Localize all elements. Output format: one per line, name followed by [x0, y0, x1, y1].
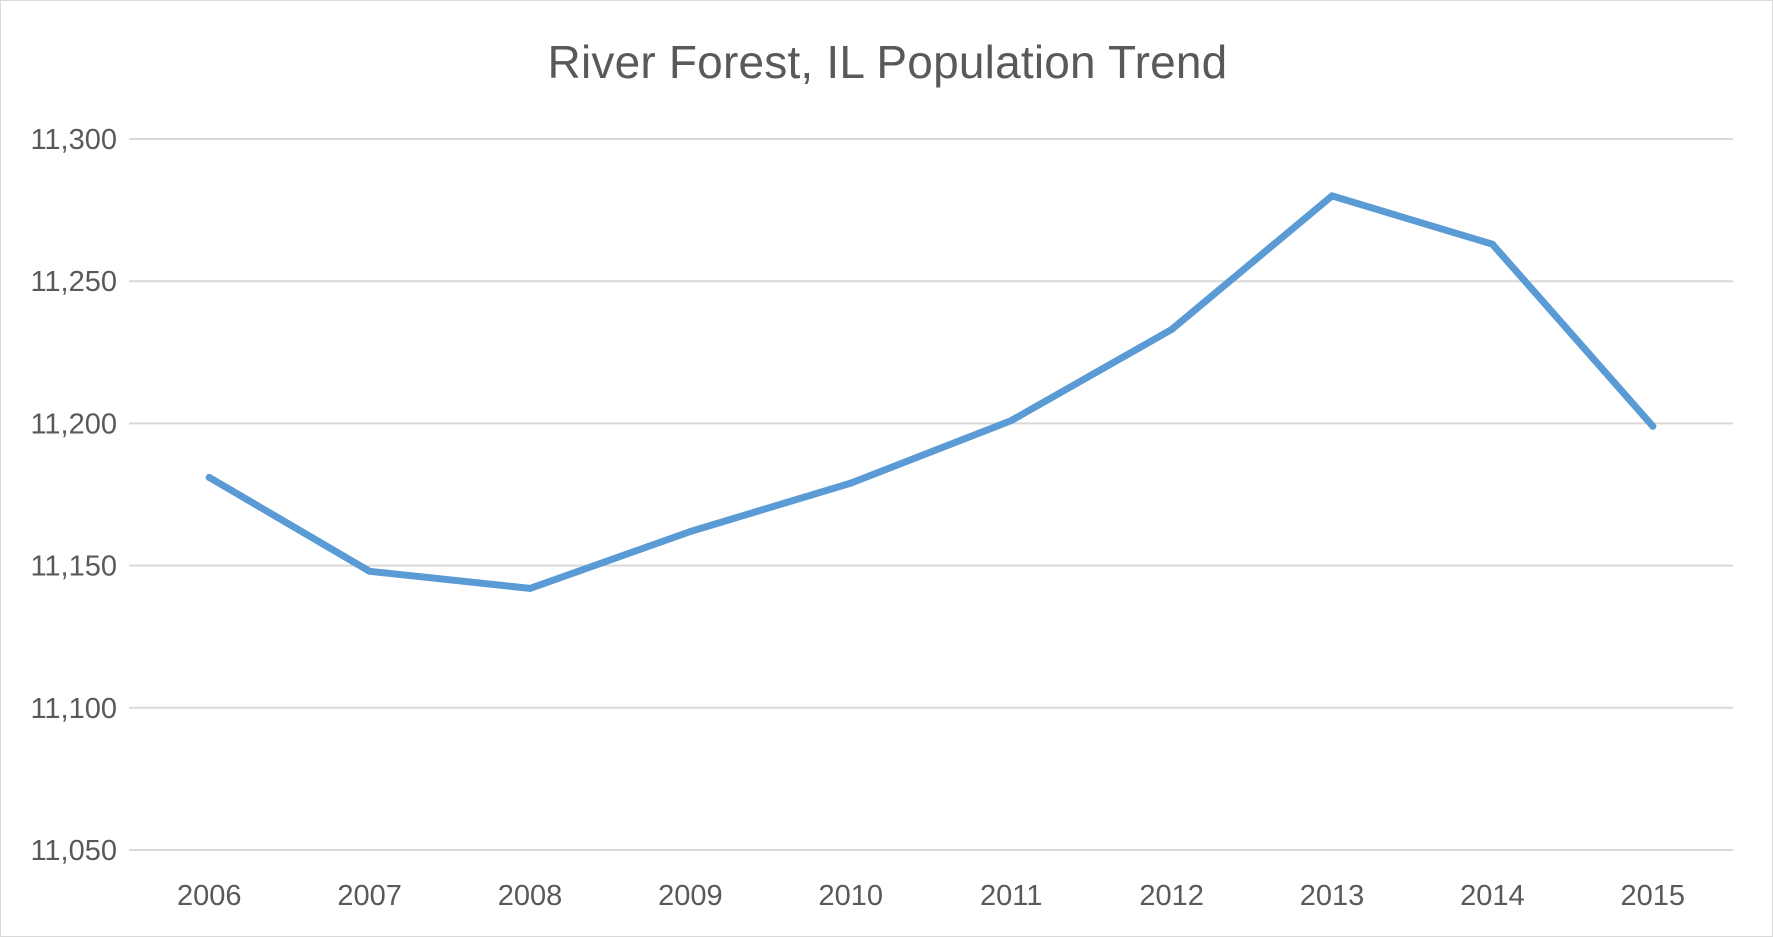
x-tick-label: 2006	[177, 880, 242, 912]
data-point	[1168, 326, 1176, 334]
x-axis-tick-labels: 2006 2007 2008 2009 2010 2011 2012 2013 2014 2015	[177, 880, 1685, 912]
x-tick-label: 2007	[337, 880, 402, 912]
x-tick-label: 2014	[1460, 880, 1525, 912]
x-tick-label: 2011	[980, 880, 1042, 912]
y-tick-label: 11,250	[30, 266, 117, 298]
gridlines	[129, 138, 1733, 851]
y-axis-tick-labels: 11,050 11,100 11,150 11,200 11,250 11,300	[30, 124, 117, 867]
data-point	[1328, 192, 1336, 200]
data-point	[1649, 422, 1657, 430]
data-point	[847, 479, 855, 487]
data-point	[1488, 240, 1496, 248]
y-tick-label: 11,300	[30, 124, 117, 156]
x-tick-label: 2013	[1300, 880, 1365, 912]
data-point	[526, 584, 534, 592]
data-point	[366, 567, 374, 575]
x-tick-label: 2008	[498, 880, 563, 912]
y-tick-label: 11,050	[30, 835, 117, 867]
y-tick-label: 11,150	[30, 551, 117, 583]
x-tick-label: 2009	[658, 880, 723, 912]
series-layer	[205, 192, 1657, 592]
data-point	[1007, 417, 1015, 425]
y-tick-label: 11,200	[30, 408, 117, 440]
chart-title: River Forest, IL Population Trend	[547, 36, 1228, 88]
data-point	[686, 527, 694, 535]
population-series-line	[205, 192, 1657, 592]
x-tick-label: 2015	[1621, 880, 1686, 912]
data-point	[205, 473, 213, 481]
y-tick-label: 11,100	[30, 693, 117, 725]
x-tick-label: 2010	[819, 880, 884, 912]
x-tick-label: 2012	[1139, 880, 1204, 912]
